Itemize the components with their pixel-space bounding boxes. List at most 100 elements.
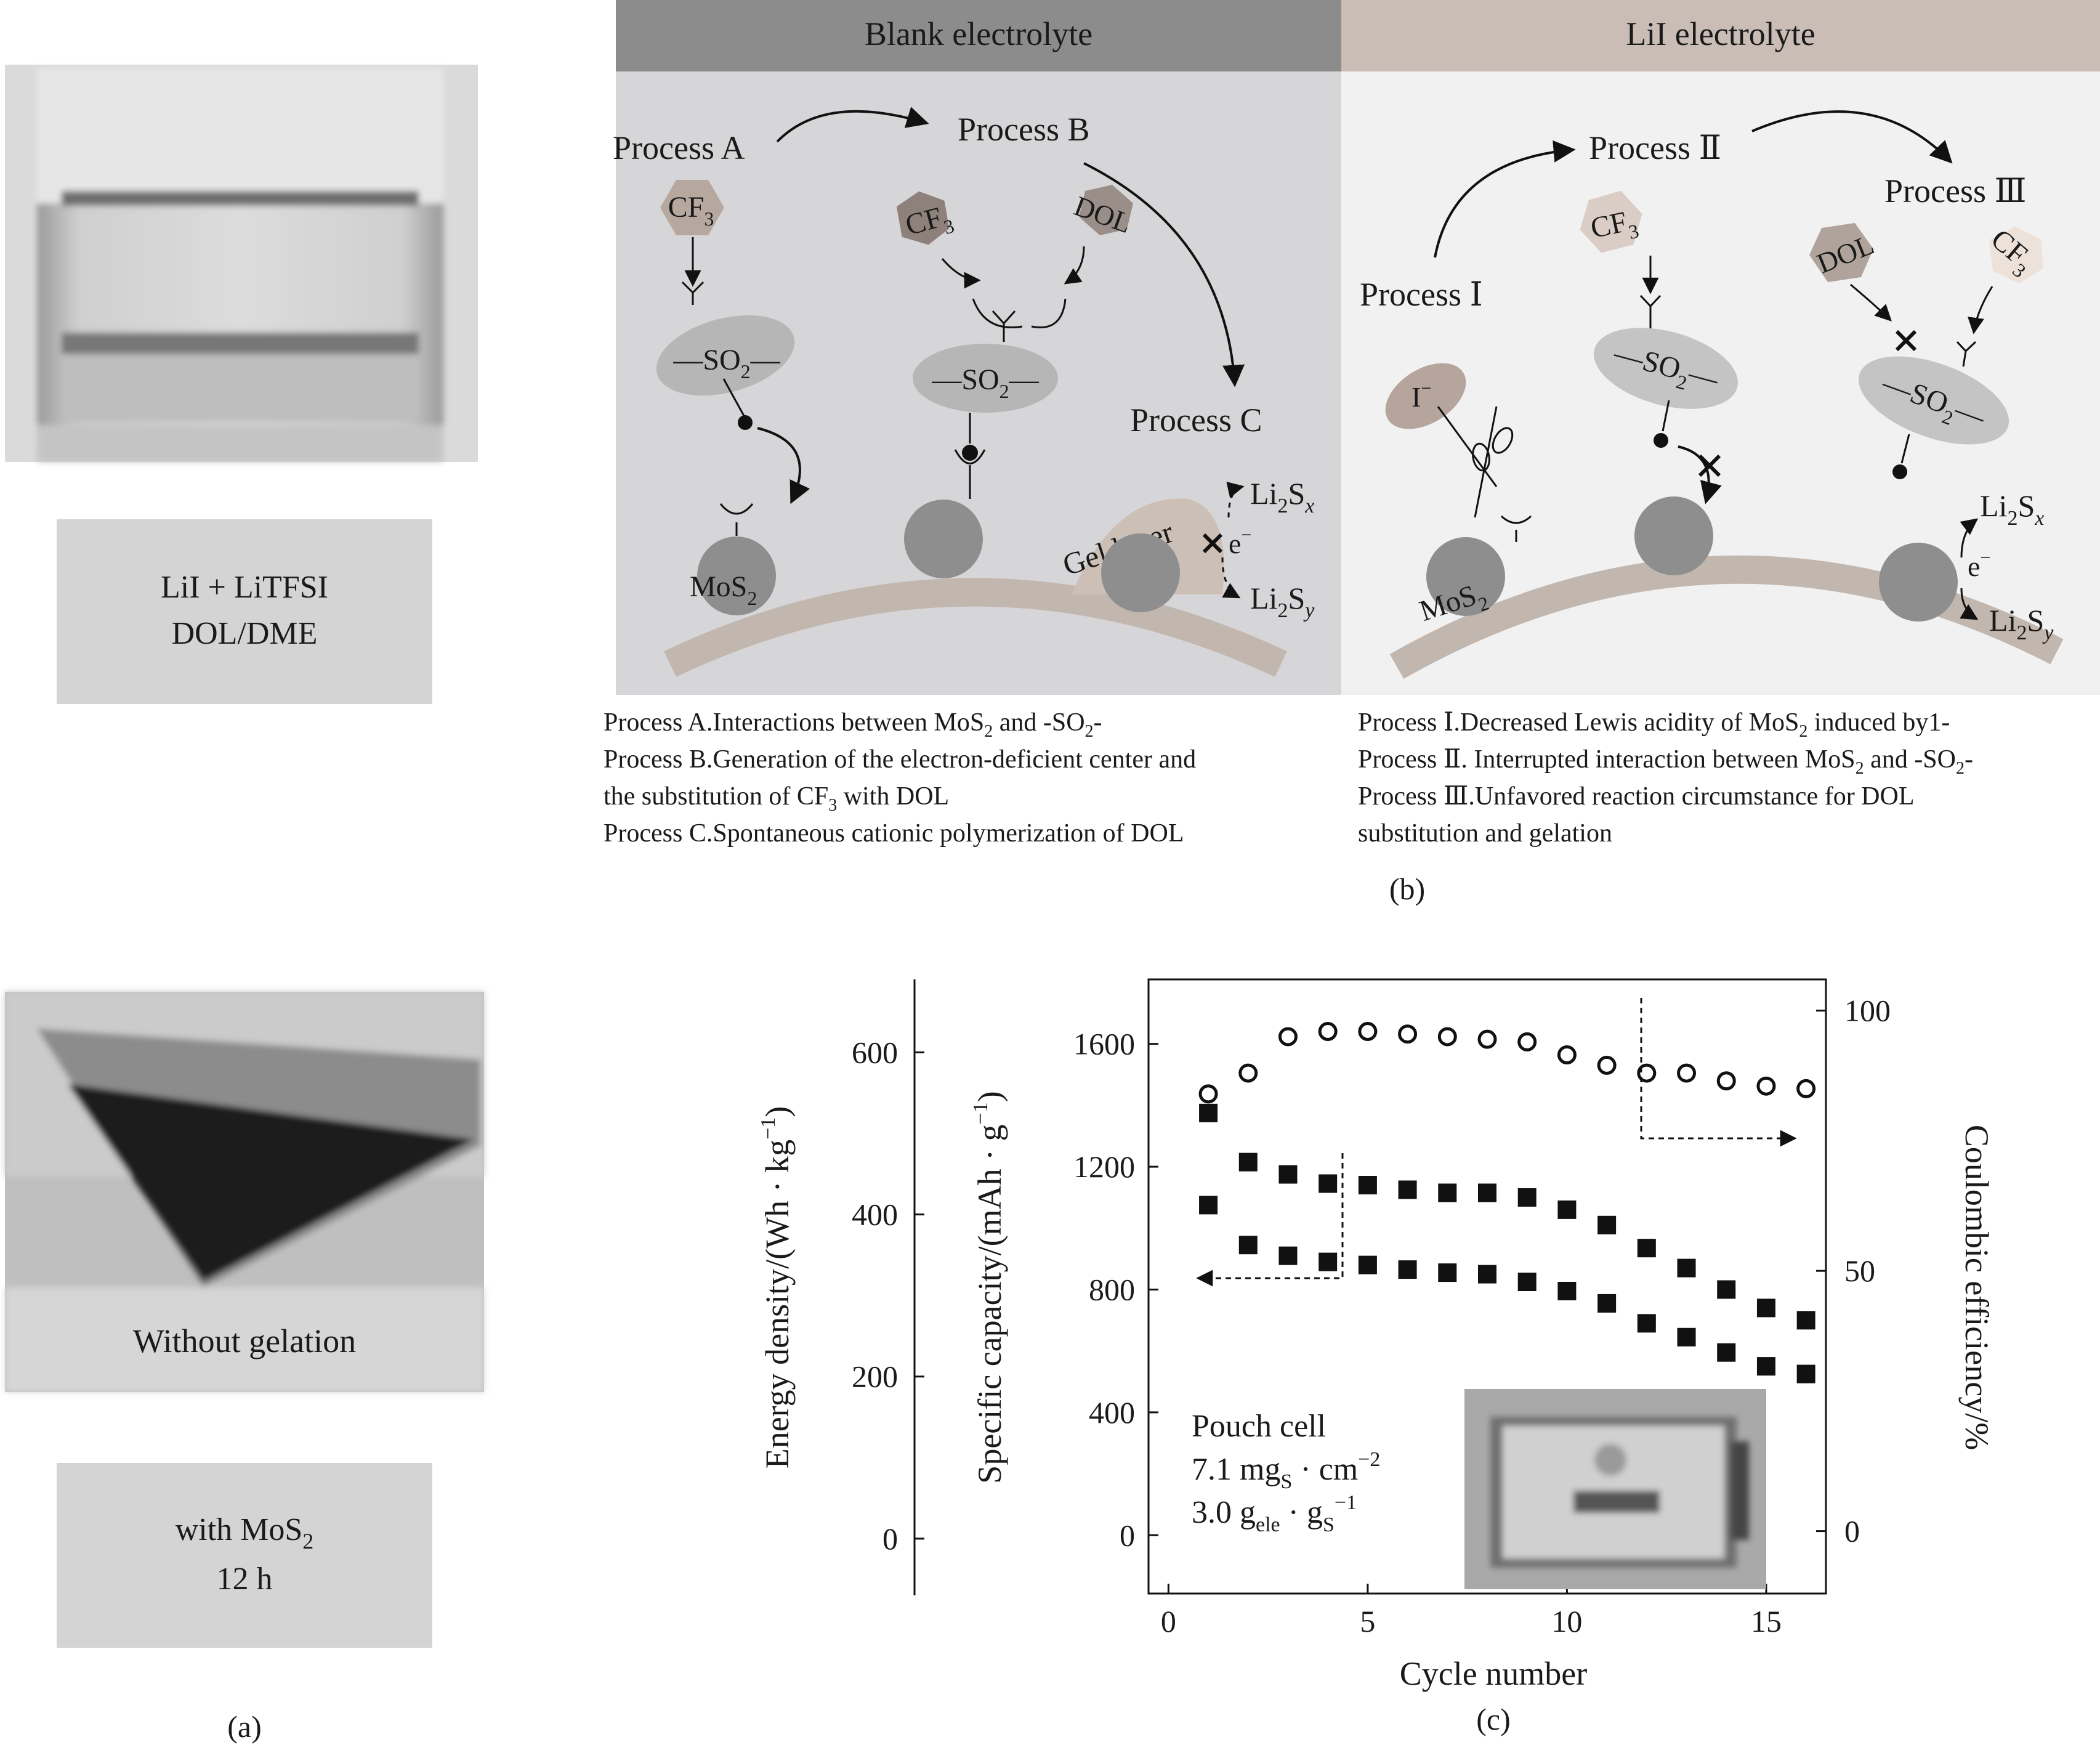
cf3-hexagon-3 bbox=[1580, 190, 1642, 253]
capacity-point-series-2 bbox=[1199, 1196, 1218, 1215]
cf3-hexagon-4 bbox=[1989, 227, 2043, 283]
panel-b: Blank electrolyte LiI electrolyte Proces… bbox=[604, 0, 2100, 906]
capacity-point-series-1 bbox=[1319, 1174, 1338, 1193]
lii-header-bar bbox=[1341, 0, 2100, 71]
ce-series-indicator bbox=[1640, 998, 1797, 1147]
li2sy-label-2: Li2Sy bbox=[1989, 603, 2054, 644]
li2sx-label-2: Li2Sx bbox=[1980, 488, 2044, 530]
x-tick-label: 5 bbox=[1360, 1604, 1375, 1639]
vial-caption-line-2: DOL/DME bbox=[172, 616, 318, 651]
lii-substrate-arc bbox=[1389, 555, 2064, 679]
arrow-1-to-2 bbox=[1434, 140, 1576, 258]
ce-point bbox=[1597, 1055, 1617, 1075]
plot-frame bbox=[1147, 978, 1827, 1595]
blank-substrate-arc bbox=[664, 578, 1287, 677]
cf3-label-3: CF3 bbox=[1588, 203, 1641, 251]
blocked-cross-2 bbox=[1895, 330, 1917, 352]
condition-caption-line-2: 12 h bbox=[217, 1562, 273, 1597]
capacity-point-series-1 bbox=[1278, 1165, 1298, 1184]
data-marks bbox=[1198, 1021, 1816, 1383]
iodide-label: I− bbox=[1411, 378, 1431, 413]
capacity-tick-label: 1200 bbox=[1073, 1149, 1135, 1184]
energy-tick-label: 600 bbox=[852, 1035, 898, 1069]
condition-caption-box bbox=[57, 1463, 432, 1648]
mos2-particle-5 bbox=[1634, 496, 1713, 575]
dol-hexagon bbox=[1079, 185, 1133, 235]
inset-text-3: 3.0 gele · gS−1 bbox=[1192, 1491, 1357, 1536]
li2sy-label: Li2Sy bbox=[1250, 581, 1315, 622]
capacity-point-series-1 bbox=[1517, 1188, 1537, 1207]
note-process-3-b: substitution and gelation bbox=[1358, 819, 1612, 848]
capacity-point-series-1 bbox=[1796, 1311, 1815, 1330]
ce-point bbox=[1358, 1021, 1378, 1041]
capacity-point-series-2 bbox=[1358, 1255, 1377, 1274]
notes-right: Process Ⅰ.Decreased Lewis acidity of MoS… bbox=[1358, 708, 1973, 848]
ce-point bbox=[1637, 1063, 1657, 1083]
x-tick-label: 0 bbox=[1161, 1604, 1176, 1639]
mos2-particle-3 bbox=[1101, 533, 1180, 612]
vial-caption-line-1: LiI + LiTFSI bbox=[161, 570, 328, 605]
energy-axis-ticks: 0 200 400 600 bbox=[852, 1035, 924, 1556]
ce-axis-label: Coulombic efficiency/% bbox=[1958, 1125, 1995, 1450]
ce-axis-ticks: 0 50 100 bbox=[1816, 994, 1891, 1549]
capacity-series-indicator bbox=[1196, 1153, 1344, 1287]
pouch-cell-photo bbox=[1464, 1389, 1766, 1589]
capacity-point-series-1 bbox=[1677, 1258, 1696, 1278]
inset-text-2: 7.1 mgS · cm−2 bbox=[1192, 1448, 1380, 1493]
ce-point bbox=[1756, 1076, 1776, 1096]
capacity-point-series-2 bbox=[1677, 1327, 1696, 1347]
electron-label: e− bbox=[1229, 525, 1251, 559]
ce-point bbox=[1238, 1063, 1258, 1083]
li2sx-label: Li2Sx bbox=[1250, 476, 1314, 517]
capacity-point-series-1 bbox=[1398, 1180, 1417, 1199]
note-process-2: Process Ⅱ. Interrupted interaction betwe… bbox=[1358, 745, 1973, 778]
x-tick-label: 15 bbox=[1751, 1604, 1782, 1639]
capacity-point-series-2 bbox=[1478, 1265, 1496, 1284]
arrow-a-to-b bbox=[776, 107, 929, 143]
energy-axis-label: Energy density/(Wh · kg−1) bbox=[757, 1106, 796, 1469]
ce-point bbox=[1318, 1021, 1338, 1041]
panel-c-label: (c) bbox=[1476, 1702, 1511, 1736]
panel-a-label: (a) bbox=[227, 1709, 262, 1744]
scissors-icon bbox=[1437, 406, 1514, 518]
ce-point bbox=[1437, 1027, 1457, 1047]
process-a-label: Process A bbox=[613, 129, 745, 166]
lii-scheme: Process Ⅰ Process Ⅱ Process Ⅲ I− MoS2 CF… bbox=[1360, 110, 2064, 679]
ce-point bbox=[1677, 1063, 1697, 1083]
ce-tick-label: 0 bbox=[1844, 1514, 1860, 1549]
capacity-point-series-1 bbox=[1438, 1183, 1457, 1202]
x-axis-label: Cycle number bbox=[1400, 1655, 1587, 1692]
capacity-point-series-1 bbox=[1238, 1152, 1258, 1172]
note-process-b-2: the substitution of CF3 with DOL bbox=[604, 782, 949, 815]
note-process-a: Process A.Interactions between MoS2 and … bbox=[604, 708, 1102, 741]
x-axis-ticks: 0 5 10 15 bbox=[1161, 1584, 1782, 1639]
capacity-axis-ticks: 0 400 800 1200 1600 bbox=[1073, 1027, 1158, 1552]
capacity-point-series-1 bbox=[1597, 1215, 1617, 1234]
ce-point bbox=[1198, 1084, 1218, 1104]
arrow-b-to-c bbox=[1083, 162, 1245, 387]
capacity-point-series-2 bbox=[1637, 1314, 1656, 1333]
mos2-label: MoS2 bbox=[690, 570, 757, 609]
panel-c: 0 5 10 15 0 400 800 1200 1600 0 200 400 600 0 50 100… bbox=[757, 978, 1995, 1736]
capacity-point-series-1 bbox=[1756, 1298, 1775, 1318]
note-process-b-1: Process B.Generation of the electron-def… bbox=[604, 745, 1196, 774]
ce-tick-label: 50 bbox=[1844, 1254, 1875, 1288]
capacity-axis-label: Specific capacity/(mAh · g−1) bbox=[969, 1091, 1008, 1483]
capacity-point-series-1 bbox=[1478, 1183, 1496, 1202]
cf3-label: CF3 bbox=[668, 191, 714, 230]
blocked-cross bbox=[1202, 533, 1223, 554]
energy-tick-label: 0 bbox=[882, 1521, 898, 1556]
so2-ellipse-3 bbox=[1594, 328, 1738, 409]
capacity-point-series-2 bbox=[1517, 1273, 1537, 1292]
capacity-point-series-1 bbox=[1637, 1239, 1656, 1258]
so2-label-2: —SO2— bbox=[931, 363, 1039, 402]
x-tick-label: 10 bbox=[1551, 1604, 1582, 1639]
capacity-point-series-2 bbox=[1278, 1246, 1298, 1265]
note-process-3-a: Process Ⅲ.Unfavored reaction circumstanc… bbox=[1358, 782, 1915, 811]
capacity-point-series-1 bbox=[1199, 1103, 1218, 1122]
inset-text-1: Pouch cell bbox=[1192, 1409, 1326, 1444]
capacity-point-series-2 bbox=[1717, 1343, 1736, 1362]
energy-tick-label: 400 bbox=[852, 1197, 898, 1232]
capacity-point-series-2 bbox=[1238, 1236, 1258, 1255]
